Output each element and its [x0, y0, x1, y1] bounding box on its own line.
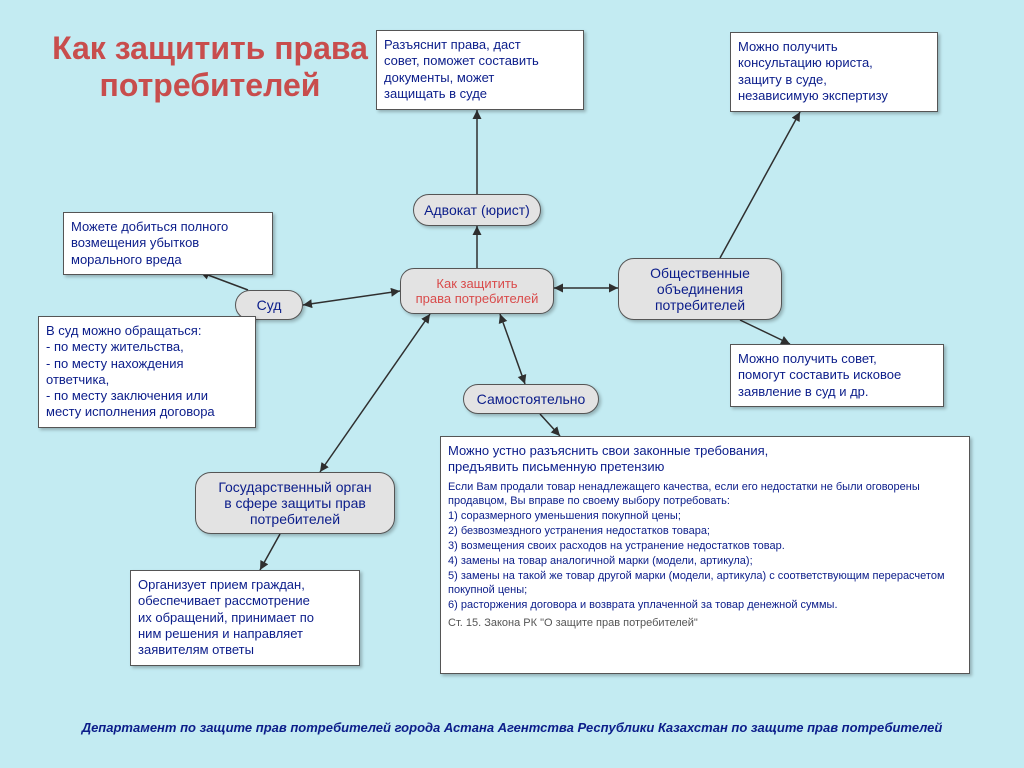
node-obsh: Общественные объединения потребителей — [618, 258, 782, 320]
samo-big-body: Если Вам продали товар ненадлежащего кач… — [448, 480, 962, 614]
box-samo-big: Можно устно разъяснить свои законные тре… — [440, 436, 970, 674]
node-gos: Государственный орган в сфере защиты пра… — [195, 472, 395, 534]
node-samo-label: Самостоятельно — [477, 391, 586, 407]
node-advokat: Адвокат (юрист) — [413, 194, 541, 226]
box-advokat_desc: Разъяснит права, даст совет, поможет сос… — [376, 30, 584, 110]
node-sud-label: Суд — [257, 297, 282, 313]
diagram-canvas: Как защитить права потребителей Как защит… — [0, 0, 1024, 768]
box-obsh_desc: Можно получить консультацию юриста, защи… — [730, 32, 938, 112]
node-advokat-label: Адвокат (юрист) — [424, 202, 530, 218]
samo-big-title: Можно устно разъяснить свои законные тре… — [448, 443, 962, 476]
box-sud_top: Можете добиться полного возмещения убытк… — [63, 212, 273, 275]
node-samo: Самостоятельно — [463, 384, 599, 414]
node-obsh-label: Общественные объединения потребителей — [650, 265, 750, 313]
samo-big-cite: Ст. 15. Закона РК "О защите прав потреби… — [448, 617, 962, 631]
main-title: Как защитить права потребителей — [40, 30, 380, 104]
box-obsh_sovet: Можно получить совет, помогут составить … — [730, 344, 944, 407]
node-gos-label: Государственный орган в сфере защиты пра… — [218, 479, 371, 527]
node-center-label: Как защитить права потребителей — [416, 276, 539, 306]
footer-text: Департамент по защите прав потребителей … — [20, 720, 1004, 735]
node-center: Как защитить права потребителей — [400, 268, 554, 314]
box-sud_bottom: В суд можно обращаться: - по месту жител… — [38, 316, 256, 428]
box-gos_desc: Организует прием граждан, обеспечивает р… — [130, 570, 360, 666]
